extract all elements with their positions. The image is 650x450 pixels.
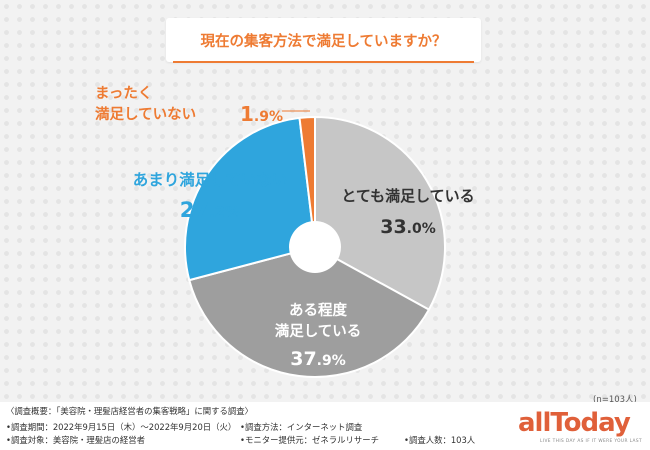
chart-title: 現在の集客方法で満足していますか？ [200, 34, 447, 50]
survey-provider: •モニター提供元：ゼネラルリサーチ [240, 435, 379, 445]
slice-label-not-very-satisfied: あまり満足していない [133, 171, 288, 189]
survey-count: •調査人数：103人 [404, 435, 476, 445]
survey-method: •調査方法：インターネット調査 [240, 422, 363, 432]
survey-footer: 〈調査概要：「美容院・理髪店経営者の集客戦略」に関する調査〉 •調査期間：202… [0, 402, 650, 450]
sample-size-note: (n=103人) [593, 395, 637, 405]
slice-not-at-all-satisfied [298, 115, 316, 248]
title-box: 現在の集客方法で満足していますか？ [166, 18, 481, 62]
slice-not-very-satisfied [184, 116, 317, 282]
slice-label-not-at-all-satisfied: 満足していない [95, 105, 196, 123]
title-underline [173, 61, 474, 63]
slice-label-very-satisfied: とても満足している [341, 187, 474, 205]
slice-value-very-satisfied: 33.0% [380, 216, 436, 238]
logo-tagline: LIVE THIS DAY AS IF IT WERE YOUR LAST [540, 439, 643, 444]
logo-wordmark: allToday [518, 408, 631, 438]
slice-very-satisfied [314, 115, 447, 311]
survey-target: •調査対象：美容院・理髪店の経営者 [6, 435, 145, 445]
slice-value-not-at-all-satisfied: 1.9% [240, 102, 283, 126]
survey-title: 〈調査概要：「美容院・理髪店経営者の集客戦略」に関する調査〉 [6, 406, 254, 416]
slice-label-somewhat-satisfied: ある程度 [289, 301, 347, 319]
slice-value-somewhat-satisfied: 37.9% [290, 348, 346, 370]
slice-value-not-very-satisfied: 27.2% [180, 198, 240, 222]
donut-hole [289, 221, 341, 273]
slice-label-somewhat-satisfied: 満足している [275, 322, 362, 340]
slice-somewhat-satisfied [188, 245, 431, 378]
alltoday-logo: allToday LIVE THIS DAY AS IF IT WERE YOU… [518, 408, 643, 446]
survey-period: •調査期間：2022年9月15日（木）～2022年9月20日（火） [6, 422, 237, 432]
slice-label-not-at-all-satisfied: まったく [95, 85, 152, 102]
